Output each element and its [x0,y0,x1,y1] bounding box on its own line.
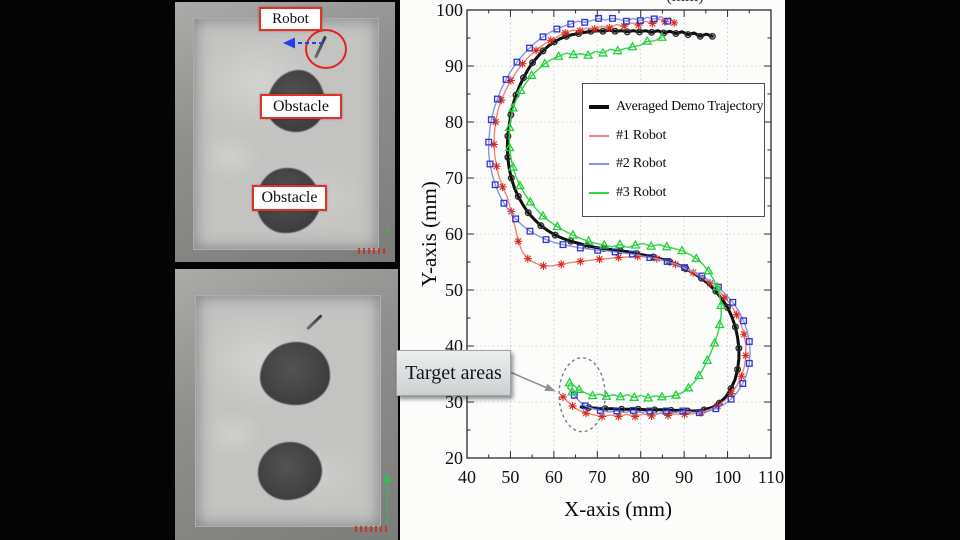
cropped-title: (mm) [600,0,770,5]
watermark-green [386,228,389,233]
svg-text:110: 110 [758,467,784,487]
robot-label: Robot [259,7,322,31]
legend-line-sample [589,134,609,137]
callout-arrow-icon [509,371,556,392]
legend-item: #2 Robot [589,156,764,172]
legend-item: #3 Robot [589,185,764,201]
legend-label: #1 Robot [616,127,667,143]
legend-item: Averaged Demo Trajectory [589,99,764,115]
series--3-robot [504,31,727,402]
svg-text:30: 30 [445,392,463,412]
y-axis-label: Y-axis (mm) [417,181,441,287]
trajectory-chart-panel: (mm) 40506070809010011020304050607080901… [400,0,785,540]
x-axis-label: X-axis (mm) [564,497,672,521]
watermark-red [355,526,389,532]
legend-line-sample [589,191,609,194]
svg-text:100: 100 [436,0,463,20]
legend-label: #2 Robot [616,156,667,172]
legend: Averaged Demo Trajectory #1 Robot #2 Rob… [582,83,765,217]
axis-ticks [466,9,772,459]
svg-text:100: 100 [714,467,741,487]
svg-text:90: 90 [445,56,463,76]
svg-text:50: 50 [445,280,463,300]
axes-marker-icon [383,473,391,523]
camera-frame-plain [175,269,398,540]
svg-text:40: 40 [458,467,476,487]
svg-text:70: 70 [588,467,606,487]
svg-text:90: 90 [675,467,693,487]
svg-text:50: 50 [501,467,519,487]
obstacle-blob [258,442,322,500]
obstacle-label: Obstacle [252,185,327,211]
obstacle-label: Obstacle [260,94,342,119]
legend-line-sample [589,105,609,110]
svg-text:80: 80 [632,467,650,487]
watermark-red [358,248,388,254]
svg-text:80: 80 [445,112,463,132]
target-ellipse [558,357,606,433]
robot-direction-arrow-icon [283,37,323,49]
tank-floor [193,18,379,250]
camera-frame-labeled: Robot Obstacle Obstacle [175,2,395,262]
svg-text:60: 60 [545,467,563,487]
legend-line-sample [589,163,609,166]
svg-text:70: 70 [445,168,463,188]
cropped-title-text: (mm) [600,0,770,5]
robot-highlight-circle [305,29,347,69]
svg-text:20: 20 [445,448,463,468]
svg-text:60: 60 [445,224,463,244]
obstacle-blob [260,342,330,405]
legend-item: #1 Robot [589,128,764,144]
series--2-robot [485,14,753,417]
legend-label: #3 Robot [616,184,667,200]
legend-label: Averaged Demo Trajectory [616,99,764,115]
target-areas-callout: Target areas [396,350,511,396]
